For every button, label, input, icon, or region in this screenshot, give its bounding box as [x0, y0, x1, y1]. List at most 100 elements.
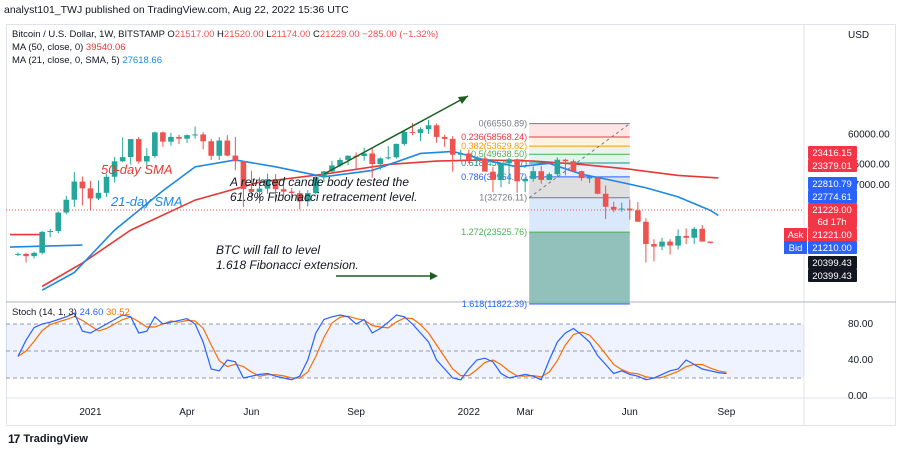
fib-zone	[529, 136, 630, 147]
candle-body	[361, 153, 367, 157]
candle-body	[385, 157, 392, 159]
price-tag-label: 20399.43	[812, 258, 852, 269]
candle-body	[280, 189, 287, 192]
chart-border	[6, 24, 896, 426]
fib-zone	[529, 123, 630, 137]
legend-low: 21174.00	[271, 29, 313, 40]
price-tag-label: 23379.01	[812, 161, 852, 172]
candle-body	[256, 188, 263, 192]
price-tag-box	[808, 146, 857, 159]
price-tag-box	[808, 177, 857, 190]
candle-body	[627, 208, 633, 211]
candle-body	[176, 136, 182, 139]
candle-body	[498, 163, 504, 180]
candle-body	[707, 241, 714, 243]
y-tick-label: 45000.00	[848, 159, 890, 170]
candle-body	[135, 139, 142, 162]
stoch-k-line	[17, 312, 727, 381]
retrace-arrow	[323, 95, 469, 175]
candle-body	[610, 206, 617, 210]
candle-body	[208, 141, 214, 156]
candle-body	[691, 228, 697, 238]
x-tick-label: Sep	[718, 407, 736, 418]
candle-body	[401, 131, 408, 144]
price-tag-side-label: Bid	[789, 243, 803, 254]
fall-annotation-line1: BTC will fall to level	[216, 243, 320, 257]
legend-close: 21229.00	[320, 29, 362, 40]
fib-level-label: 1(32726.11)	[479, 193, 527, 203]
candle-body	[55, 212, 62, 231]
candle-body	[168, 136, 174, 142]
candle-body	[87, 188, 94, 199]
ma50-line	[41, 159, 719, 288]
legend-high-label: H	[217, 29, 224, 40]
candle-body	[594, 177, 601, 194]
legend-high: 21520.00	[224, 29, 266, 40]
candle-body	[79, 181, 86, 189]
price-tag-label: 20399.43	[812, 271, 852, 282]
fib-level-label: 0.618(45647.17)	[461, 158, 527, 168]
legend-close-label: C	[313, 29, 320, 40]
candle-body	[95, 192, 102, 199]
price-tag-box	[808, 190, 857, 203]
publisher-line: analyst101_TWJ published on TradingView.…	[4, 4, 349, 16]
candle-body	[305, 193, 311, 202]
candle-body	[586, 177, 593, 179]
fib-zone	[529, 146, 630, 155]
candle-body	[264, 179, 271, 189]
candle-body	[232, 155, 239, 162]
candle-body	[675, 235, 681, 246]
fib-zone	[529, 176, 630, 198]
ma21-annotation: 21-day SMA	[110, 194, 183, 209]
candle-body	[63, 199, 70, 213]
candle-body	[562, 159, 569, 162]
x-tick-label: Mar	[517, 407, 535, 418]
legend-ma21-value: 27618.66	[122, 55, 162, 66]
tradingview-logo-icon: 17	[8, 432, 20, 446]
stoch-legend: Stoch (14, 1, 3) 24.60 30.52	[12, 307, 130, 318]
candle-body	[554, 159, 561, 175]
fib-trend-line	[528, 123, 631, 199]
chart-svg[interactable]: USD 60000.00 45000.00 37000.00 2021 Apr Jun Sep…	[6, 24, 896, 426]
x-tick-label: 2022	[458, 407, 481, 418]
candle-body	[490, 171, 496, 180]
candle-body	[538, 171, 545, 180]
price-tag-side-box	[784, 228, 807, 241]
candle-body	[466, 153, 472, 161]
candle-body	[152, 132, 158, 157]
stoch-level-label: 40.00	[848, 355, 873, 366]
legend-open-label: O	[167, 29, 174, 40]
candle-body	[192, 134, 198, 136]
fib-zone	[529, 154, 630, 163]
candle-body	[329, 165, 335, 172]
candle-body	[635, 210, 641, 222]
ma21-line	[41, 150, 719, 291]
price-tag-box	[808, 269, 857, 282]
stoch-level-label: 0.00	[848, 391, 868, 402]
price-tag-label: 21221.00	[812, 230, 852, 241]
candle-body	[441, 136, 448, 139]
candle-body	[377, 158, 384, 165]
candle-body	[530, 171, 536, 179]
fib-level-label: 0.236(58568.24)	[461, 132, 527, 142]
candle-body	[667, 241, 673, 246]
retrace-annotation-line2: 61.8% Fibonacci retracement level.	[230, 190, 417, 204]
candle-body	[425, 125, 432, 130]
candle-body	[15, 253, 21, 255]
candle-body	[506, 159, 512, 164]
candle-body	[345, 155, 351, 160]
legend-low-label: L	[266, 29, 271, 40]
price-tag-label: 6d 17h	[817, 217, 846, 228]
candle-body	[248, 188, 255, 192]
price-tag-box	[808, 203, 857, 216]
candle-body	[393, 143, 400, 158]
candle-body	[457, 153, 464, 155]
ma50-annotation: 50-day SMA	[101, 162, 173, 177]
price-tag-side-box	[784, 241, 807, 254]
candle-body	[200, 134, 206, 142]
legend-ma50-value: 39540.06	[86, 42, 126, 53]
candle-body	[482, 158, 488, 172]
footer-brand[interactable]: TradingView	[23, 433, 88, 445]
stoch-level-label: 80.00	[848, 319, 873, 330]
candle-body	[127, 139, 134, 158]
